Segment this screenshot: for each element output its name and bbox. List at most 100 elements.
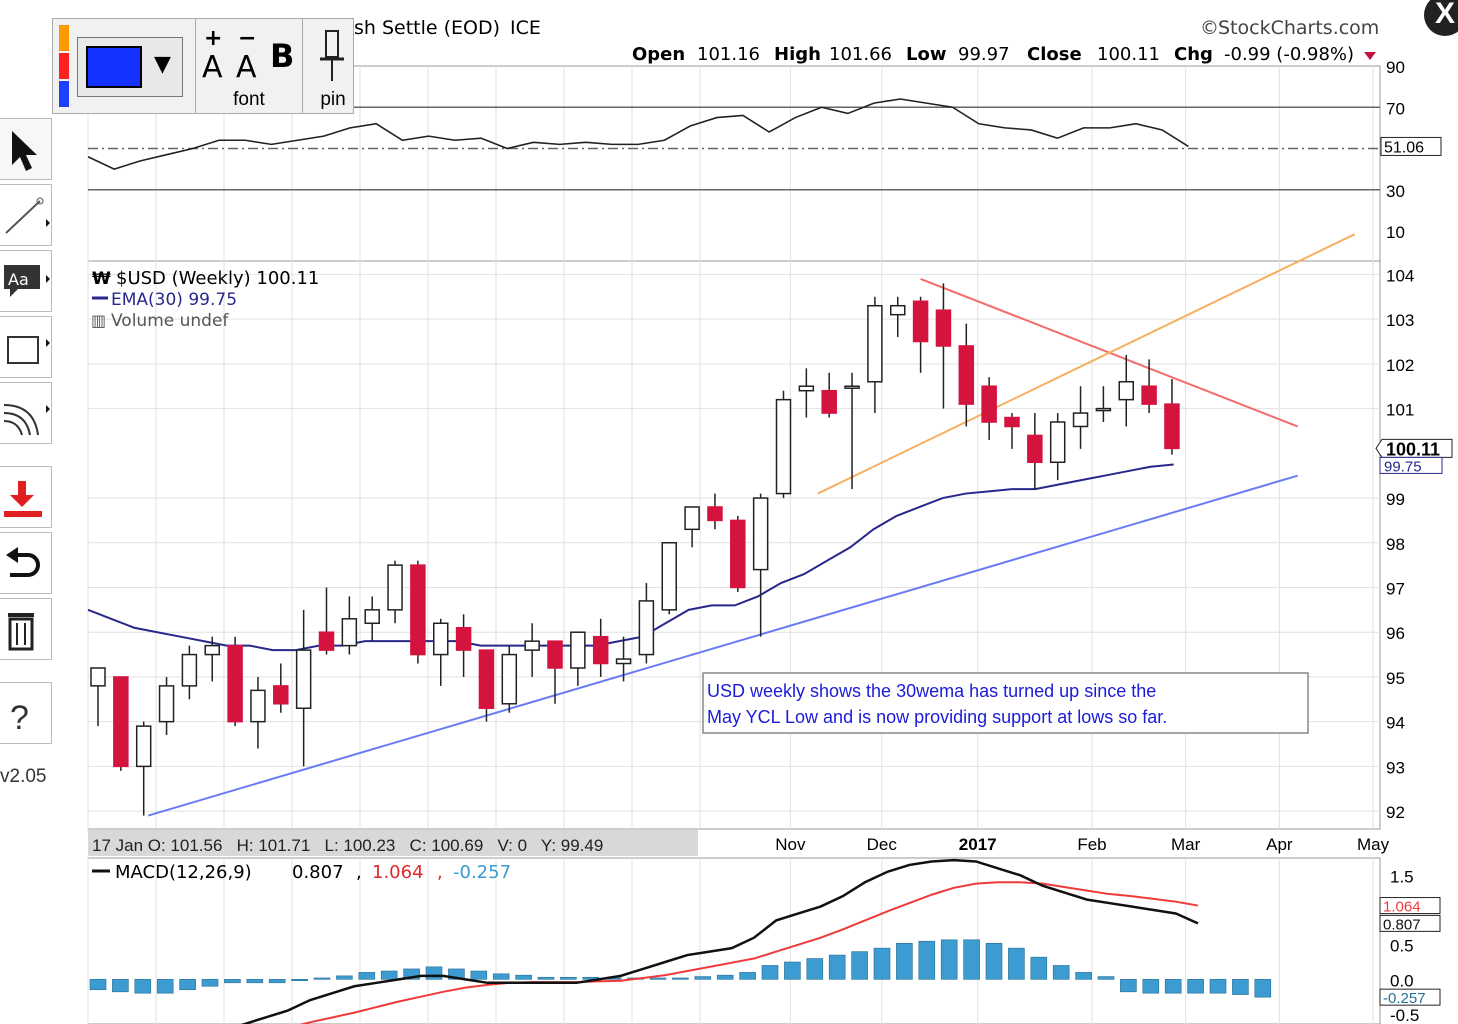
price-tick-label: 97	[1386, 579, 1405, 598]
annotation-box[interactable]	[702, 672, 1309, 734]
macd-histogram-bar	[1209, 979, 1227, 994]
macd-histogram-bar	[358, 972, 376, 980]
x-tick-label: Feb	[1077, 835, 1106, 854]
drawing-toolbar: ▼ + A − A B font pin	[52, 18, 354, 114]
question-icon: ?	[10, 699, 29, 737]
font-decrease-button[interactable]: − A	[236, 26, 257, 85]
macd-histogram-bar	[268, 979, 286, 984]
candle-body	[707, 506, 723, 522]
price-tick-label: 96	[1386, 624, 1405, 643]
bold-button[interactable]: B	[270, 37, 294, 75]
macd-histogram-bar	[1164, 979, 1182, 994]
candle	[158, 676, 175, 736]
candle-body	[592, 635, 609, 665]
candle-body	[1095, 407, 1112, 412]
delete-tool[interactable]	[0, 598, 52, 660]
candle-body	[478, 649, 495, 709]
ohlc-summary: Open 101.16 High 101.66 Low 99.97 Close …	[632, 44, 1376, 65]
candle	[204, 636, 220, 682]
macd-histogram-bar	[1097, 976, 1115, 980]
macd-histogram-bar	[1142, 979, 1160, 994]
svg-text:−: −	[238, 26, 256, 51]
macd-histogram-bar	[224, 979, 241, 984]
chevron-down-icon: ▼	[154, 52, 171, 77]
price-series	[87, 233, 1356, 817]
candle-body	[250, 689, 266, 723]
candle-body	[410, 564, 426, 656]
macd-histogram-bar	[380, 970, 398, 980]
candle	[524, 623, 540, 677]
close-icon[interactable]: X	[1424, 0, 1458, 36]
pointer-tool[interactable]	[0, 118, 52, 180]
color-picker[interactable]: ▼	[77, 37, 183, 97]
x-tick-label: Nov	[775, 835, 806, 854]
svg-text:+: +	[204, 26, 222, 51]
macd-histogram-bar	[784, 961, 801, 980]
annotation-line-1: USD weekly shows the 30wema has turned u…	[707, 681, 1156, 701]
macd-tick-label: -0.5	[1390, 1006, 1419, 1024]
arc-tool[interactable]	[0, 382, 52, 444]
help-tool[interactable]: ?	[0, 682, 52, 744]
macd-histogram-bar	[761, 965, 779, 980]
price-tick-label: 92	[1386, 803, 1405, 822]
last-price-tag	[1375, 438, 1453, 458]
candle	[661, 542, 677, 615]
macd-panel	[87, 857, 1381, 1024]
svg-text:,: ,	[437, 862, 443, 883]
low-value: 99.97	[958, 44, 1010, 65]
macd-histogram-bar	[246, 979, 264, 984]
macd-value-label: -0.257	[1383, 990, 1426, 1007]
font-increase-button[interactable]: + A	[202, 26, 223, 85]
candle	[387, 560, 403, 624]
macd-histogram-bar	[1030, 956, 1048, 980]
rectangle-tool[interactable]	[0, 316, 52, 378]
candle-body	[890, 304, 906, 316]
candle	[1118, 354, 1134, 427]
rsi-value-label: 51.06	[1384, 139, 1424, 156]
x-tick-label: Mar	[1171, 835, 1201, 854]
candle	[592, 618, 609, 677]
text-tool[interactable]: Aa	[0, 250, 52, 312]
candle	[273, 663, 289, 713]
legend-volume: Volume undef	[111, 311, 229, 331]
line-tool[interactable]	[0, 184, 52, 246]
swatch-red[interactable]	[59, 53, 69, 79]
macd-histogram-bar	[1232, 979, 1249, 995]
macd-signal-line	[299, 881, 1199, 1024]
legend-volume-icon: ▥	[91, 311, 106, 330]
candle-body	[1164, 403, 1180, 450]
ema30-line	[87, 463, 1174, 652]
candle	[501, 645, 518, 713]
swatch-blue[interactable]	[59, 81, 69, 107]
candle-body	[135, 725, 152, 768]
macd-line	[240, 858, 1199, 1024]
candle	[135, 721, 152, 816]
macd-histogram-bar	[156, 979, 174, 994]
candle-body	[775, 398, 792, 495]
macd-histogram-bar	[291, 979, 308, 982]
arrow-pointer-icon	[12, 131, 37, 171]
macd-histogram-bar	[896, 942, 913, 980]
annotation-line-2: May YCL Low and is now providing support…	[707, 707, 1167, 727]
candle	[90, 667, 106, 727]
macd-histogram-bar	[963, 939, 980, 980]
candle-body	[318, 631, 335, 651]
undo-tool[interactable]	[0, 532, 52, 594]
candle	[684, 506, 700, 548]
price-tick-label: 93	[1386, 758, 1405, 777]
rsi-value-tag	[1380, 136, 1442, 156]
pin-button[interactable]: pin	[311, 19, 355, 113]
price-tick-label: 95	[1386, 669, 1405, 688]
candle	[798, 368, 815, 418]
support-trend-line	[147, 474, 1298, 817]
save-tool[interactable]	[0, 466, 52, 528]
chg-down-arrow-icon	[1364, 52, 1376, 60]
chg-value: -0.99 (-0.98%)	[1224, 44, 1354, 65]
candle-body	[204, 644, 220, 656]
swatch-orange[interactable]	[59, 25, 69, 51]
candle	[433, 618, 449, 686]
font-label: font	[233, 89, 265, 110]
candle-body	[295, 649, 312, 709]
candle-body	[455, 626, 472, 651]
